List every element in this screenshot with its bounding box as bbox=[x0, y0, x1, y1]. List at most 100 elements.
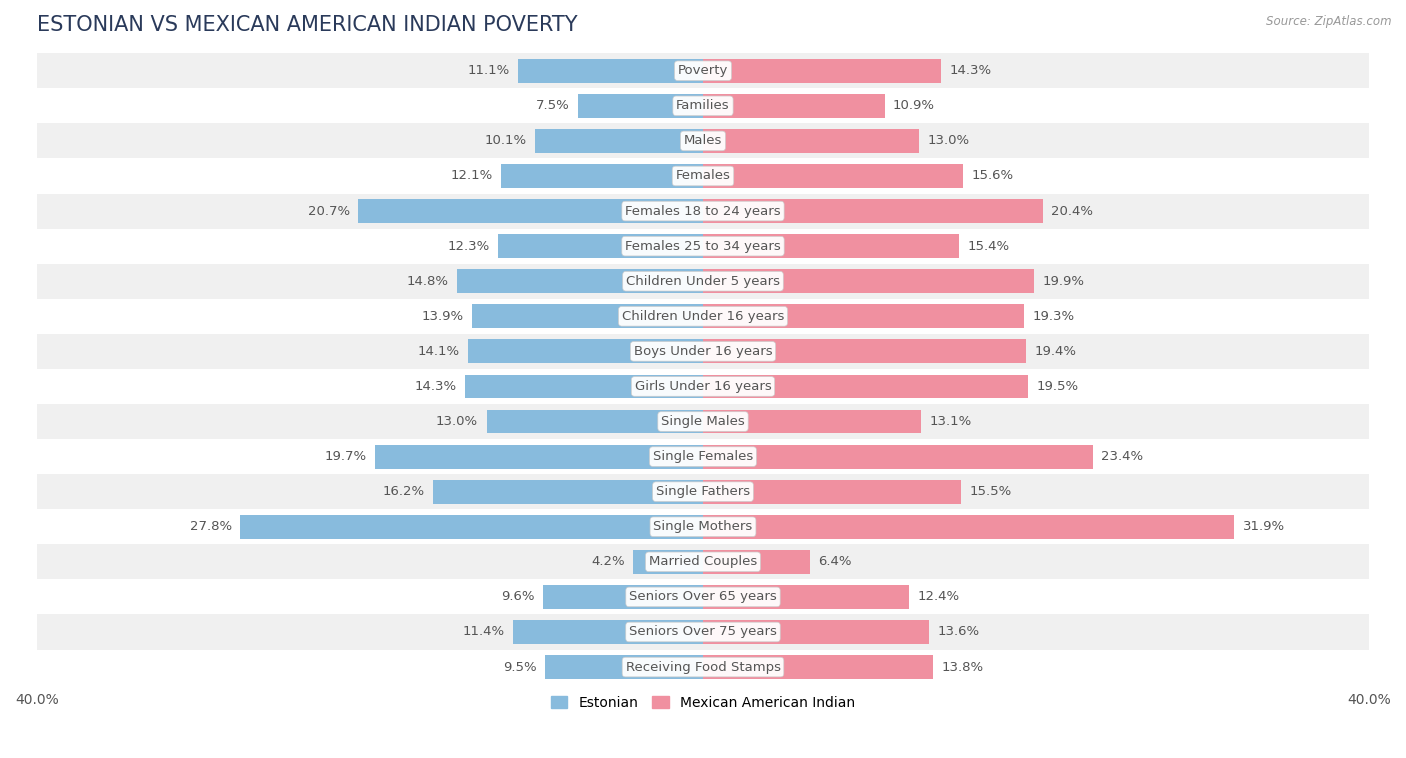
Bar bbox=[37, 509, 1369, 544]
Text: 14.8%: 14.8% bbox=[406, 274, 449, 288]
Text: 13.6%: 13.6% bbox=[938, 625, 980, 638]
Bar bbox=[468, 340, 703, 363]
Text: Single Mothers: Single Mothers bbox=[654, 520, 752, 534]
Text: 20.7%: 20.7% bbox=[308, 205, 350, 218]
Text: Receiving Food Stamps: Receiving Food Stamps bbox=[626, 660, 780, 674]
Text: 19.3%: 19.3% bbox=[1033, 310, 1074, 323]
Text: 13.0%: 13.0% bbox=[928, 134, 970, 147]
Text: ESTONIAN VS MEXICAN AMERICAN INDIAN POVERTY: ESTONIAN VS MEXICAN AMERICAN INDIAN POVE… bbox=[37, 15, 578, 35]
Text: 11.1%: 11.1% bbox=[468, 64, 510, 77]
Bar bbox=[703, 59, 941, 83]
Bar bbox=[37, 193, 1369, 229]
Bar bbox=[471, 305, 703, 328]
Bar bbox=[703, 129, 920, 153]
Bar bbox=[37, 299, 1369, 334]
Text: Children Under 16 years: Children Under 16 years bbox=[621, 310, 785, 323]
Bar bbox=[633, 550, 703, 574]
Text: 19.7%: 19.7% bbox=[325, 450, 367, 463]
Bar bbox=[502, 164, 703, 188]
Bar bbox=[703, 199, 1043, 223]
Text: 7.5%: 7.5% bbox=[536, 99, 569, 112]
Bar bbox=[240, 515, 703, 539]
Bar bbox=[37, 439, 1369, 475]
Bar bbox=[37, 650, 1369, 684]
Text: Females: Females bbox=[675, 170, 731, 183]
Text: 20.4%: 20.4% bbox=[1052, 205, 1092, 218]
Text: Females 18 to 24 years: Females 18 to 24 years bbox=[626, 205, 780, 218]
Bar bbox=[703, 620, 929, 644]
Bar bbox=[433, 480, 703, 503]
Text: Married Couples: Married Couples bbox=[650, 556, 756, 568]
Bar bbox=[578, 94, 703, 117]
Text: 13.9%: 13.9% bbox=[420, 310, 463, 323]
Text: 19.4%: 19.4% bbox=[1035, 345, 1077, 358]
Text: Males: Males bbox=[683, 134, 723, 147]
Text: 16.2%: 16.2% bbox=[382, 485, 425, 498]
Bar bbox=[519, 59, 703, 83]
Text: Girls Under 16 years: Girls Under 16 years bbox=[634, 380, 772, 393]
Text: 23.4%: 23.4% bbox=[1101, 450, 1143, 463]
Bar bbox=[703, 409, 921, 434]
Bar bbox=[703, 374, 1028, 399]
Bar bbox=[37, 615, 1369, 650]
Bar bbox=[534, 129, 703, 153]
Text: Females 25 to 34 years: Females 25 to 34 years bbox=[626, 240, 780, 252]
Bar bbox=[703, 269, 1035, 293]
Text: 13.0%: 13.0% bbox=[436, 415, 478, 428]
Bar bbox=[37, 124, 1369, 158]
Text: Seniors Over 75 years: Seniors Over 75 years bbox=[628, 625, 778, 638]
Text: 11.4%: 11.4% bbox=[463, 625, 505, 638]
Bar bbox=[37, 475, 1369, 509]
Bar bbox=[513, 620, 703, 644]
Text: 15.6%: 15.6% bbox=[972, 170, 1014, 183]
Legend: Estonian, Mexican American Indian: Estonian, Mexican American Indian bbox=[546, 691, 860, 716]
Bar bbox=[486, 409, 703, 434]
Text: Single Females: Single Females bbox=[652, 450, 754, 463]
Text: 19.5%: 19.5% bbox=[1036, 380, 1078, 393]
Bar bbox=[703, 305, 1025, 328]
Text: Single Males: Single Males bbox=[661, 415, 745, 428]
Bar bbox=[703, 655, 932, 679]
Bar bbox=[703, 340, 1026, 363]
Text: 10.9%: 10.9% bbox=[893, 99, 935, 112]
Bar bbox=[37, 88, 1369, 124]
Text: 15.4%: 15.4% bbox=[967, 240, 1010, 252]
Bar bbox=[543, 585, 703, 609]
Text: Seniors Over 65 years: Seniors Over 65 years bbox=[628, 590, 778, 603]
Text: 4.2%: 4.2% bbox=[591, 556, 624, 568]
Text: 13.8%: 13.8% bbox=[941, 660, 983, 674]
Text: 19.9%: 19.9% bbox=[1043, 274, 1084, 288]
Bar bbox=[703, 480, 962, 503]
Bar bbox=[703, 445, 1092, 468]
Text: Boys Under 16 years: Boys Under 16 years bbox=[634, 345, 772, 358]
Bar bbox=[703, 550, 810, 574]
Text: 14.3%: 14.3% bbox=[415, 380, 457, 393]
Bar bbox=[703, 234, 959, 258]
Bar bbox=[37, 544, 1369, 579]
Text: 31.9%: 31.9% bbox=[1243, 520, 1285, 534]
Bar bbox=[703, 94, 884, 117]
Text: Poverty: Poverty bbox=[678, 64, 728, 77]
Text: 9.5%: 9.5% bbox=[503, 660, 537, 674]
Bar bbox=[457, 269, 703, 293]
Bar bbox=[465, 374, 703, 399]
Bar bbox=[37, 404, 1369, 439]
Bar bbox=[498, 234, 703, 258]
Bar bbox=[375, 445, 703, 468]
Text: 12.4%: 12.4% bbox=[918, 590, 960, 603]
Bar bbox=[37, 158, 1369, 193]
Text: 14.3%: 14.3% bbox=[949, 64, 991, 77]
Text: 15.5%: 15.5% bbox=[970, 485, 1012, 498]
Bar bbox=[37, 53, 1369, 88]
Bar bbox=[703, 164, 963, 188]
Text: Single Fathers: Single Fathers bbox=[657, 485, 749, 498]
Text: Children Under 5 years: Children Under 5 years bbox=[626, 274, 780, 288]
Text: 9.6%: 9.6% bbox=[502, 590, 534, 603]
Text: Families: Families bbox=[676, 99, 730, 112]
Text: Source: ZipAtlas.com: Source: ZipAtlas.com bbox=[1267, 15, 1392, 28]
Text: 12.3%: 12.3% bbox=[447, 240, 489, 252]
Text: 10.1%: 10.1% bbox=[484, 134, 526, 147]
Bar bbox=[703, 515, 1234, 539]
Text: 12.1%: 12.1% bbox=[451, 170, 494, 183]
Text: 14.1%: 14.1% bbox=[418, 345, 460, 358]
